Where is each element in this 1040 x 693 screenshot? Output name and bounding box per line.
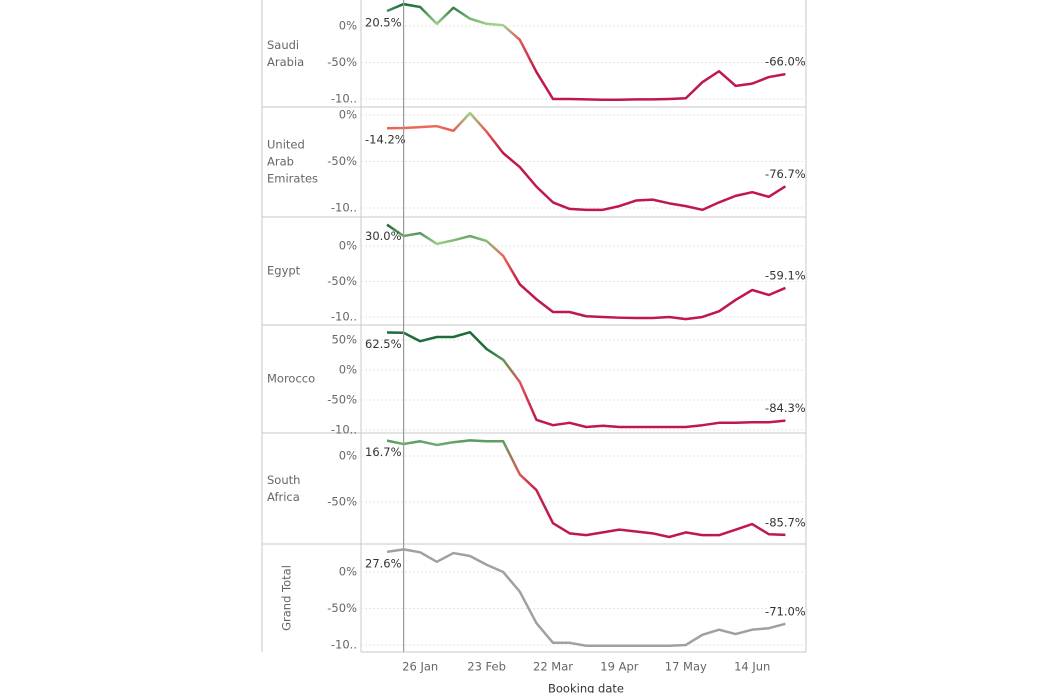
- y-tick-label: 0%: [339, 238, 357, 252]
- row-label: United Arab Emirates: [267, 137, 319, 186]
- x-tick-label: 14 Jun: [734, 660, 770, 674]
- data-label: -59.1%: [765, 268, 806, 282]
- x-tick-label: 17 May: [665, 660, 707, 674]
- y-tick-label: 50%: [331, 333, 357, 347]
- data-label: -71.0%: [765, 604, 806, 618]
- data-line: [386, 223, 786, 321]
- data-label: 16.7%: [365, 445, 402, 459]
- y-tick-label: 0%: [339, 449, 357, 463]
- y-tick-label: 0%: [339, 107, 357, 121]
- y-tick-label: -50%: [327, 393, 357, 407]
- x-axis-title: Booking date: [548, 682, 624, 693]
- data-line: [386, 330, 786, 429]
- row-label: Morocco: [267, 371, 316, 386]
- x-tick-label: 19 Apr: [600, 660, 638, 674]
- data-line: [386, 548, 786, 647]
- y-tick-label: -10..: [331, 91, 357, 105]
- data-line: [386, 2, 786, 101]
- data-label: -66.0%: [765, 55, 806, 69]
- row-label: Egypt: [267, 263, 301, 278]
- x-tick-label: 26 Jan: [402, 660, 438, 674]
- y-tick-label: 0%: [339, 363, 357, 377]
- y-tick-label: -10..: [331, 423, 357, 437]
- y-tick-label: -50%: [327, 495, 357, 509]
- y-tick-label: -50%: [327, 274, 357, 288]
- y-tick-label: 0%: [339, 18, 357, 32]
- data-label: 27.6%: [365, 556, 402, 570]
- data-label: 30.0%: [365, 229, 402, 243]
- y-tick-label: -10..: [331, 309, 357, 323]
- x-tick-label: 22 Mar: [533, 660, 573, 674]
- data-label: 62.5%: [365, 337, 402, 351]
- data-label: -84.3%: [765, 401, 806, 415]
- y-tick-label: -50%: [327, 601, 357, 615]
- row-label: Saudi Arabia: [267, 37, 305, 69]
- y-tick-label: -10..: [331, 637, 357, 651]
- row-label: South Africa: [267, 472, 301, 504]
- y-tick-label: -50%: [327, 55, 357, 69]
- row-label: Grand Total: [279, 565, 294, 631]
- y-tick-label: -50%: [327, 154, 357, 168]
- y-tick-label: 0%: [339, 565, 357, 579]
- data-label: -85.7%: [765, 515, 806, 529]
- data-line: [386, 439, 786, 539]
- data-line: [386, 111, 787, 212]
- data-label: -14.2%: [365, 133, 406, 147]
- data-label: 20.5%: [365, 16, 402, 30]
- data-label: -76.7%: [765, 167, 806, 181]
- y-tick-label: -10..: [331, 200, 357, 214]
- x-tick-label: 23 Feb: [467, 660, 506, 674]
